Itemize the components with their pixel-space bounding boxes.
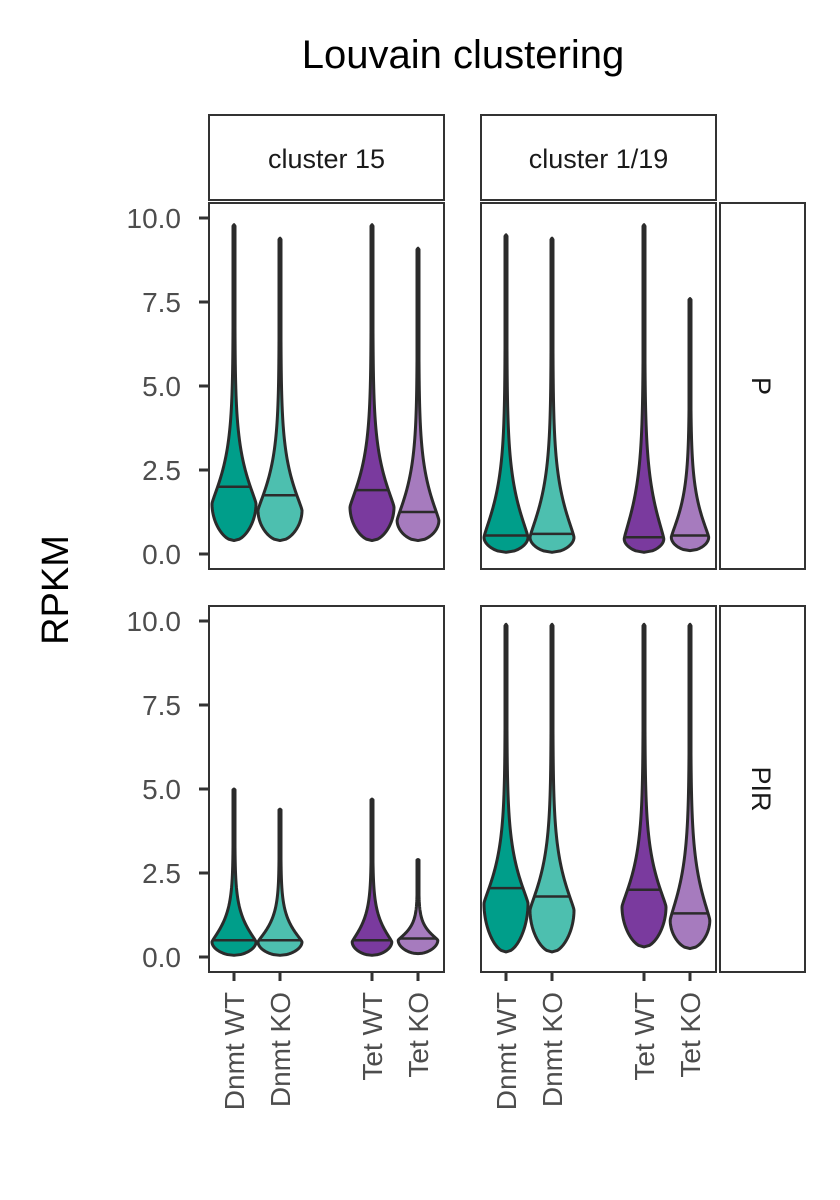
x-tick-label: Tet KO [675,992,706,1078]
strip-label-pir: PIR [746,766,776,811]
y-tick-label: 5.0 [142,371,181,402]
x-tick-label: Tet WT [629,992,660,1081]
y-tick-label: 7.5 [142,287,181,318]
y-tick-label: 2.5 [142,858,181,889]
y-axis-row-2: 0.0 2.5 5.0 7.5 10.0 [127,606,209,973]
violin-dnmt-wt [482,233,530,554]
violin-dnmt-ko [256,807,304,957]
y-tick-label: 0.0 [142,539,181,570]
panel-2-2 [480,605,717,973]
x-axis-column-2: Dnmt WT Dnmt KO Tet WT Tet KO [491,972,706,1110]
y-tick-label: 2.5 [142,455,181,486]
violin-dnmt-wt [210,787,258,957]
violin-tet-wt [348,223,396,543]
strip-label-cluster-15: cluster 15 [268,144,385,174]
x-tick-label: Tet KO [403,992,434,1078]
violin-tet-wt [350,797,394,957]
violin-tet-wt [620,622,668,949]
y-tick-label: 5.0 [142,774,181,805]
y-tick-label: 0.0 [142,942,181,973]
y-tick-label: 7.5 [142,690,181,721]
violin-dnmt-ko [528,236,576,554]
x-tick-label: Dnmt KO [537,992,568,1107]
x-tick-label: Dnmt WT [491,992,522,1110]
violin-dnmt-ko [528,622,576,954]
panels [208,202,717,973]
panel-background [209,606,444,972]
strip-row-1: P [719,202,806,570]
violin-tet-ko [395,246,441,543]
violin-tet-ko [669,297,711,553]
violin-tet-ko [396,858,440,956]
violin-tet-ko [668,622,712,951]
panel-border [480,202,717,570]
strip-column-2: cluster 1/19 [480,114,717,201]
x-axis-column-1: Dnmt WT Dnmt KO Tet WT Tet KO [219,972,434,1110]
strip-label-cluster-1-19: cluster 1/19 [529,144,669,174]
strip-label-p: P [746,377,776,395]
violin-dnmt-wt [482,622,530,954]
panel-1-1 [208,202,445,570]
violin-tet-wt [622,223,666,554]
strip-row-2: PIR [719,605,806,973]
chart-title: Louvain clustering [302,33,624,77]
strip-column-1: cluster 15 [208,114,445,201]
violin-dnmt-ko [256,236,304,543]
x-tick-label: Dnmt WT [219,992,250,1110]
y-tick-label: 10.0 [127,606,182,637]
y-tick-label: 10.0 [127,203,182,234]
y-axis-label: RPKM [35,535,77,645]
y-axis-row-1: 0.0 2.5 5.0 7.5 10.0 [127,203,209,570]
x-tick-label: Tet WT [357,992,388,1081]
x-tick-label: Dnmt KO [265,992,296,1107]
panel-1-2 [480,202,717,570]
panel-border [480,605,717,973]
violin-dnmt-wt [210,223,258,543]
panel-2-1 [208,605,445,973]
